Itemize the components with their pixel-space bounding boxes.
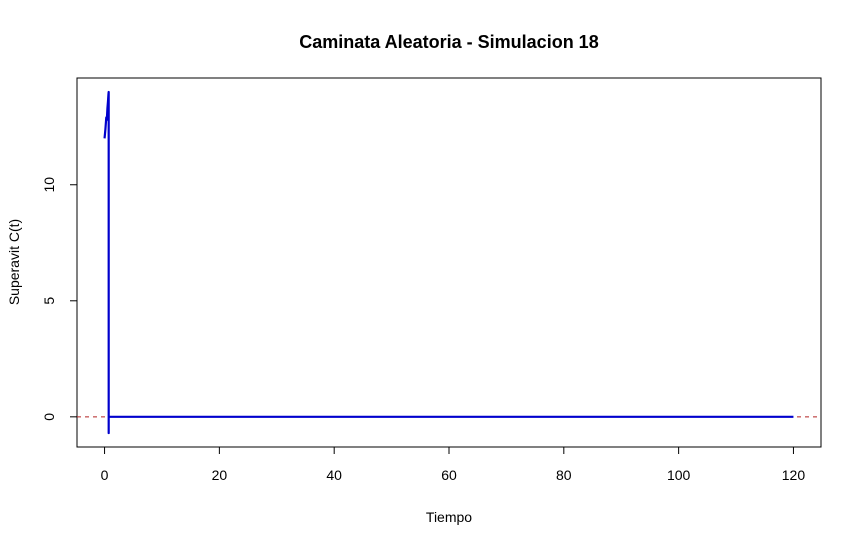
y-axis: 0 5 10 bbox=[41, 177, 78, 421]
x-axis: 0 20 40 60 80 100 120 bbox=[101, 446, 806, 483]
y-tick-label: 5 bbox=[41, 297, 57, 305]
chart-title: Caminata Aleatoria - Simulacion 18 bbox=[299, 32, 598, 52]
plot-area-border bbox=[76, 77, 822, 448]
x-tick-label: 80 bbox=[556, 467, 572, 483]
x-tick-label: 20 bbox=[212, 467, 228, 483]
x-tick-label: 120 bbox=[782, 467, 806, 483]
y-tick-label: 0 bbox=[41, 413, 57, 421]
series-line bbox=[103, 90, 794, 435]
y-axis-label: Superavit C(t) bbox=[6, 219, 22, 305]
x-tick-label: 0 bbox=[101, 467, 109, 483]
x-tick-label: 100 bbox=[667, 467, 691, 483]
y-tick-label: 10 bbox=[41, 177, 57, 193]
series-layer bbox=[103, 90, 794, 435]
x-tick-label: 40 bbox=[326, 467, 342, 483]
x-tick-label: 60 bbox=[441, 467, 457, 483]
x-axis-label: Tiempo bbox=[426, 509, 472, 525]
